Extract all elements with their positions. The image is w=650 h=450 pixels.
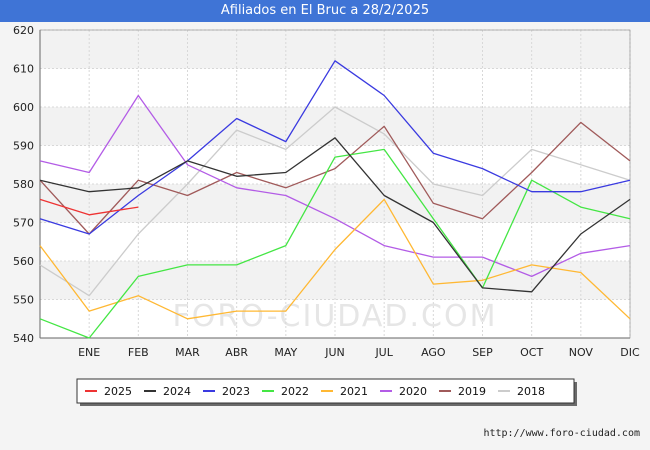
- plot-border: [39, 29, 631, 339]
- x-tick-label: MAR: [175, 346, 200, 359]
- legend-label-2020: 2020: [399, 385, 427, 398]
- source-url: http://www.foro-ciudad.com: [483, 428, 640, 439]
- y-tick-label: 610: [13, 63, 34, 76]
- series-line-2024: [39, 137, 631, 293]
- x-tick-label: DIC: [620, 346, 640, 359]
- legend-label-2025: 2025: [104, 385, 132, 398]
- x-tick-label: MAY: [274, 346, 297, 359]
- chart-title: Afiliados en El Bruc a 28/2/2025: [0, 0, 650, 22]
- series-line-2025: [39, 198, 139, 216]
- y-tick-label: 560: [13, 255, 34, 268]
- x-tick-label: SEP: [472, 346, 493, 359]
- watermark-text: FORO-CIUDAD.COM: [173, 299, 498, 334]
- legend-label-2023: 2023: [222, 385, 250, 398]
- series-line-2023: [39, 60, 631, 235]
- series-line-2019: [39, 121, 631, 235]
- x-tick-label: NOV: [569, 346, 594, 359]
- x-tick-label: ENE: [78, 346, 100, 359]
- x-tick-label: OCT: [520, 346, 543, 359]
- legend-label-2019: 2019: [458, 385, 486, 398]
- y-tick-label: 580: [13, 178, 34, 191]
- x-tick-label: FEB: [128, 346, 149, 359]
- x-tick-label: ABR: [225, 346, 248, 359]
- series-line-2020: [39, 94, 631, 278]
- y-tick-label: 550: [13, 294, 34, 307]
- y-tick-label: 590: [13, 140, 34, 153]
- y-tick-label: 540: [13, 332, 34, 345]
- series-line-2021: [39, 198, 631, 320]
- x-tick-label: JUN: [324, 346, 345, 359]
- series-line-2022: [39, 148, 631, 339]
- legend-label-2022: 2022: [281, 385, 309, 398]
- x-tick-label: JUL: [374, 346, 393, 359]
- series-line-2018: [39, 106, 631, 297]
- legend-label-2021: 2021: [340, 385, 368, 398]
- legend-label-2018: 2018: [517, 385, 545, 398]
- y-tick-label: 600: [13, 101, 34, 114]
- legend-label-2024: 2024: [163, 385, 191, 398]
- y-tick-label: 570: [13, 217, 34, 230]
- x-tick-label: AGO: [421, 346, 446, 359]
- y-tick-label: 620: [13, 24, 34, 37]
